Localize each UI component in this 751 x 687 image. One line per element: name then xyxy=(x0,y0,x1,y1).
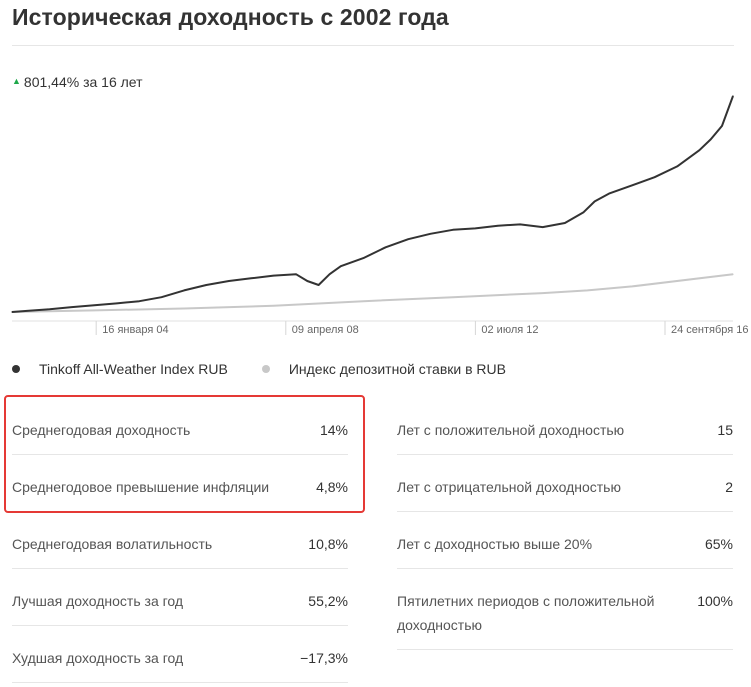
data-point-index xyxy=(116,302,118,304)
data-point-index xyxy=(564,222,566,224)
page-title: Историческая доходность с 2002 года xyxy=(12,4,449,30)
header-divider xyxy=(12,45,734,46)
stat-value: −17,3% xyxy=(300,650,348,666)
x-tick-label: 02 июля 12 xyxy=(481,324,538,336)
data-point-index xyxy=(452,229,454,231)
data-point-index xyxy=(93,304,95,306)
data-point-deposit xyxy=(586,289,589,292)
data-point-index xyxy=(653,176,656,178)
data-point-index xyxy=(407,238,409,240)
x-axis: 16 января 04 09 апреля 08 02 июля 12 24 сен… xyxy=(12,320,749,336)
data-point-index xyxy=(205,284,207,286)
data-point-index xyxy=(732,95,734,97)
legend-dot-icon xyxy=(261,365,270,373)
stat-label: Лет с отрицательной доходностью xyxy=(397,479,621,495)
data-point-index xyxy=(26,310,28,312)
legend-item-deposit[interactable]: Индекс депозитной ставки в RUB xyxy=(261,361,506,377)
return-summary: ▲ 801,44% за 16 лет xyxy=(12,74,143,90)
data-point-index xyxy=(306,280,308,282)
data-point-deposit xyxy=(93,309,95,311)
stat-row-inflation-excess: Среднегодовое превышение инфляции 4,8% xyxy=(12,455,348,512)
data-point-index xyxy=(542,226,544,228)
data-point-index xyxy=(698,149,700,151)
data-point-deposit xyxy=(542,292,544,294)
legend-label: Индекс депозитной ставки в RUB xyxy=(288,361,506,377)
data-point-deposit xyxy=(732,273,734,275)
x-tick-label: 16 января 04 xyxy=(102,324,168,336)
stat-row-positive-years: Лет с положительной доходностью 15 xyxy=(397,398,733,455)
x-tick-label: 09 апреля 08 xyxy=(292,324,359,336)
stat-row-five-year-periods: Пятилетних периодов с положительной дохо… xyxy=(397,569,733,650)
data-point-index xyxy=(384,246,387,248)
data-point-index xyxy=(160,296,163,298)
data-point-index xyxy=(250,277,252,279)
return-summary-text: 801,44% за 16 лет xyxy=(23,74,143,90)
data-point-index xyxy=(11,311,13,313)
data-point-deposit xyxy=(273,305,275,307)
stat-row-best-year: Лучшая доходность за год 55,2% xyxy=(12,569,348,626)
legend-label: Tinkoff All-Weather Index RUB xyxy=(39,361,228,377)
data-point-index xyxy=(721,125,723,127)
data-point-index xyxy=(497,225,499,227)
stat-value: 4,8% xyxy=(316,479,348,495)
stat-value: 10,8% xyxy=(308,536,348,552)
data-point-deposit xyxy=(362,300,364,302)
data-point-index xyxy=(228,280,230,282)
stat-value: 14% xyxy=(319,422,348,438)
stat-value: 15 xyxy=(717,422,733,438)
stat-row-avg-return: Среднегодовая доходность 14% xyxy=(12,398,348,455)
data-point-index xyxy=(48,308,51,310)
series-line-index xyxy=(11,95,734,313)
data-point-index xyxy=(295,273,297,275)
stat-label: Лет с положительной доходностью xyxy=(397,422,625,438)
stat-row-years-above-20: Лет с доходностью выше 20% 65% xyxy=(397,512,733,569)
stat-row-volatility: Среднегодовая волатильность 10,8% xyxy=(12,512,348,569)
return-chart[interactable]: 16 января 04 09 апреля 08 02 июля 12 24 сен… xyxy=(0,88,751,340)
data-point-index xyxy=(631,184,633,186)
data-point-index xyxy=(710,138,712,141)
stat-label: Пятилетних периодов с положительной дохо… xyxy=(397,593,655,633)
data-point-index xyxy=(273,274,275,277)
data-point-index xyxy=(340,265,342,267)
data-point-index xyxy=(594,200,596,203)
stat-label: Среднегодовая доходность xyxy=(12,422,191,438)
stat-label: Лет с доходностью выше 20% xyxy=(397,536,593,552)
data-point-index xyxy=(474,227,476,230)
data-point-index xyxy=(429,233,431,235)
stat-value: 100% xyxy=(697,593,733,609)
stat-label: Среднегодовая волатильность xyxy=(12,536,213,552)
x-tick-label: 24 сентября 16 xyxy=(671,324,749,336)
up-arrow-icon: ▲ xyxy=(12,75,21,86)
stat-row-negative-years: Лет с отрицательной доходностью 2 xyxy=(397,455,733,512)
data-point-index xyxy=(676,165,678,167)
data-point-index xyxy=(362,257,364,259)
legend-item-index[interactable]: Tinkoff All-Weather Index RUB xyxy=(12,361,228,377)
data-point-deposit xyxy=(631,285,633,287)
stat-label: Худшая доходность за год xyxy=(12,650,184,666)
stat-value: 65% xyxy=(704,536,733,552)
legend-dot-icon xyxy=(12,365,20,373)
stat-label: Лучшая доходность за год xyxy=(12,593,184,609)
data-point-index xyxy=(519,223,521,225)
data-point-index xyxy=(609,192,611,194)
data-point-index xyxy=(183,289,185,292)
chart-series xyxy=(11,95,734,313)
stat-row-worst-year: Худшая доходность за год −17,3% xyxy=(12,626,348,683)
data-point-index xyxy=(317,284,320,286)
data-point-index xyxy=(583,211,585,213)
data-point-deposit xyxy=(183,307,185,310)
data-point-index xyxy=(71,306,73,308)
data-point-deposit xyxy=(452,296,454,298)
chart-legend: Tinkoff All-Weather Index RUB Индекс деп… xyxy=(12,361,540,377)
stat-label: Среднегодовое превышение инфляции xyxy=(12,479,270,495)
stat-value: 55,2% xyxy=(308,593,348,609)
data-point-index xyxy=(138,300,140,302)
series-line-deposit xyxy=(11,273,734,313)
stat-value: 2 xyxy=(725,479,733,495)
data-point-index xyxy=(329,273,331,275)
